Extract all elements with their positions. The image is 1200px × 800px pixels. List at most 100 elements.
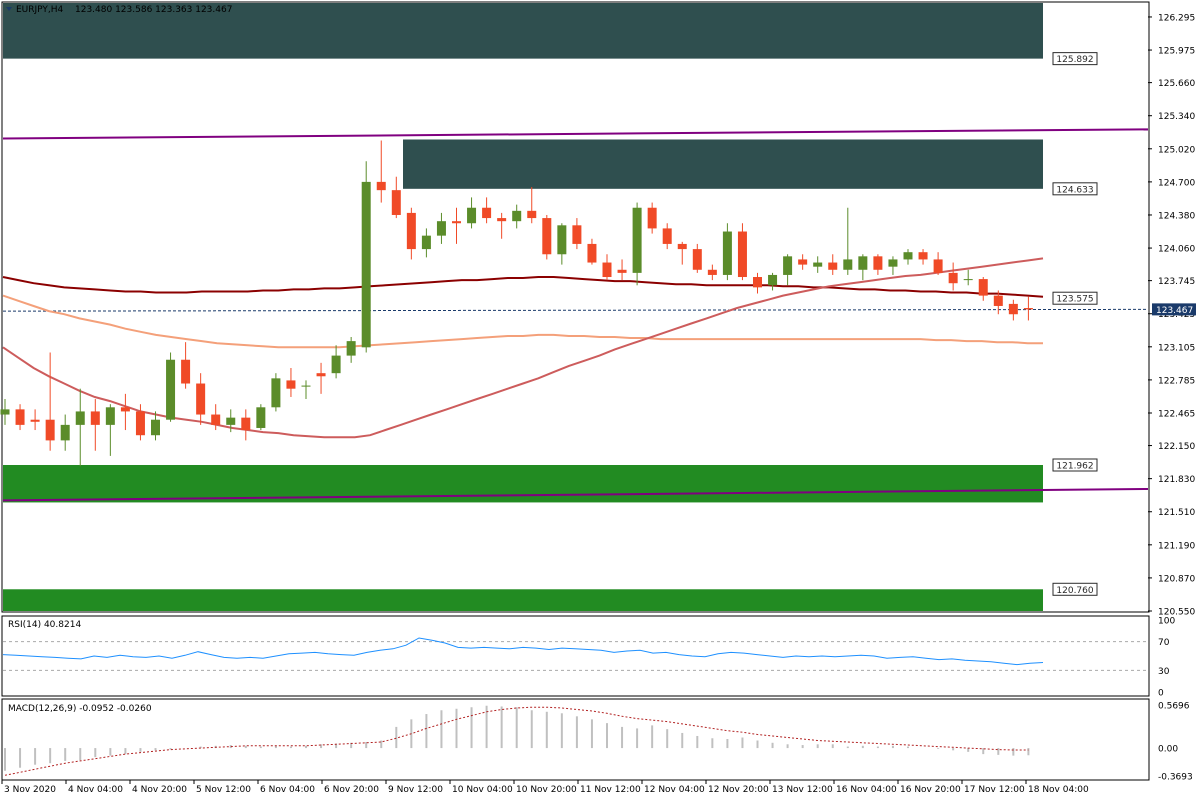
candle	[166, 352, 176, 422]
envelope-lower-line	[2, 487, 1149, 502]
price-tick-label: 123.745	[1158, 277, 1195, 287]
candle	[843, 207, 853, 275]
candle-body	[60, 424, 70, 441]
candle	[617, 259, 627, 281]
price-tick-label: 125.975	[1158, 47, 1195, 57]
candle-body	[768, 274, 778, 286]
candle	[903, 249, 913, 265]
candle-body	[15, 409, 25, 425]
candle	[933, 252, 943, 275]
candle-body	[421, 235, 431, 250]
candle-body	[331, 355, 341, 374]
time-tick-label: 6 Nov 20:00	[324, 785, 379, 795]
candle	[316, 362, 326, 394]
candle-body	[1008, 303, 1018, 315]
supply-zone-mid	[403, 139, 1043, 189]
dropdown-triangle-icon[interactable]	[6, 7, 12, 11]
candle-body	[346, 341, 356, 356]
macd-panel-border	[1, 698, 1150, 781]
candle-body	[737, 231, 747, 278]
price-tick-label: 124.380	[1158, 211, 1195, 221]
candle-body	[1023, 308, 1033, 310]
candle	[391, 176, 401, 219]
candle	[602, 254, 612, 281]
candle-body	[948, 272, 958, 284]
level-labels-layer: 125.892 124.633 123.575 121.962 120.760	[1052, 52, 1098, 596]
price-tick-label: 121.190	[1158, 541, 1195, 551]
candle	[452, 207, 461, 244]
price-tick-label: 122.465	[1158, 409, 1195, 419]
candle-body	[45, 419, 55, 441]
candle	[768, 272, 778, 291]
rsi-title: RSI(14) 40.8214	[8, 620, 81, 630]
candle-body	[978, 279, 988, 296]
candle	[527, 187, 537, 224]
candle	[75, 388, 85, 467]
candle-body	[542, 218, 552, 255]
candle	[211, 404, 221, 431]
macd-layer: 0.5696 0.00 -0.3693	[4, 702, 1193, 783]
chart-header: EURJPY,H4 123.480 123.586 123.363 123.46…	[6, 5, 232, 15]
price-tick-label: 125.340	[1158, 112, 1195, 122]
candle	[707, 264, 717, 281]
candles-layer	[0, 140, 1033, 467]
candle-body	[572, 225, 582, 244]
price-tick-label: 123.105	[1158, 343, 1195, 353]
candle	[858, 254, 868, 281]
candle-body	[963, 279, 973, 281]
level-label-box	[1052, 291, 1098, 305]
candle-body	[918, 252, 928, 260]
candle-body	[707, 269, 717, 275]
candle-body	[647, 207, 657, 229]
demand-zone-low	[3, 589, 1043, 611]
candle-body	[482, 207, 492, 219]
macd-title: MACD(12,26,9) -0.0952 -0.0260	[8, 704, 152, 714]
level-label-box	[1052, 458, 1098, 472]
price-tick-label: 121.830	[1158, 475, 1195, 485]
candle	[873, 254, 883, 275]
candle	[181, 342, 191, 389]
candle	[421, 228, 431, 258]
candle	[301, 380, 311, 400]
time-tick-label: 10 Nov 20:00	[516, 785, 577, 795]
candle-body	[151, 419, 160, 436]
symbol-label: EURJPY,H4	[16, 5, 64, 15]
candle-body	[436, 221, 446, 236]
candle-body	[933, 259, 943, 273]
candle-body	[692, 249, 702, 270]
macd-signal-line	[4, 706, 1029, 776]
candle	[753, 272, 762, 294]
candle-body	[90, 411, 100, 425]
candle-body	[196, 383, 206, 415]
rsi-line	[2, 637, 1044, 666]
ma-mid-line	[2, 294, 1043, 349]
price-tick-label: 121.510	[1158, 508, 1195, 518]
candle	[632, 202, 642, 286]
candle	[993, 290, 1003, 315]
candle-body	[602, 262, 612, 278]
envelope-layer	[2, 128, 1149, 502]
time-tick-label: 12 Nov 20:00	[708, 785, 769, 795]
candle-body	[497, 218, 507, 222]
time-tick-label: 4 Nov 04:00	[68, 785, 123, 795]
price-tick-label: 126.295	[1158, 13, 1195, 23]
candle	[497, 212, 507, 239]
price-tick-label: 120.550	[1158, 608, 1195, 618]
candle-body	[813, 262, 823, 267]
candle	[271, 373, 281, 412]
candle	[677, 241, 687, 265]
time-tick-label: 13 Nov 12:00	[772, 785, 833, 795]
candle-body	[617, 269, 627, 273]
candle-body	[361, 181, 371, 348]
candle	[346, 336, 356, 363]
supply-zone-top	[3, 3, 1043, 59]
current-price-badge-bg	[1152, 303, 1196, 316]
time-tick-label: 12 Nov 04:00	[644, 785, 705, 795]
level-label-text: 123.575	[1056, 295, 1093, 305]
candle-body	[873, 256, 883, 270]
macd-panel: 0.5696 0.00 -0.3693 MACD(12,26,9) -0.0952 …	[1, 698, 1193, 783]
candle-body	[512, 210, 522, 222]
rsi-axis-label: 30	[1158, 667, 1170, 677]
candle-body	[271, 378, 281, 408]
